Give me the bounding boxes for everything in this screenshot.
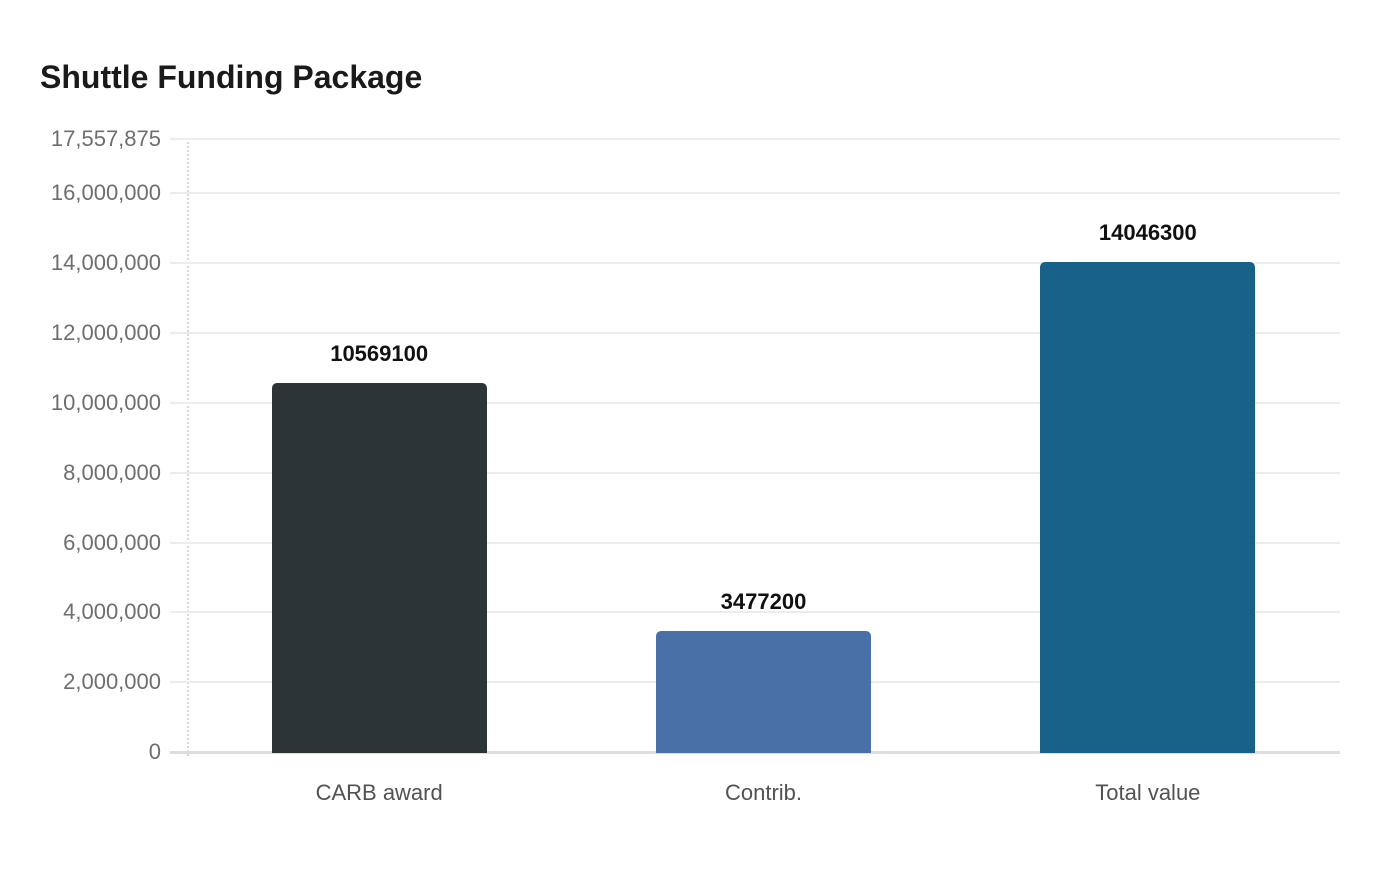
y-tick-label: 4,000,000	[63, 599, 161, 625]
x-category-label: CARB award	[315, 780, 443, 805]
gridline	[170, 192, 1340, 195]
bar-value-label: 3477200	[720, 588, 807, 614]
gridline	[170, 138, 1340, 140]
x-category-label: Total value	[1095, 780, 1201, 805]
gridline	[170, 541, 1340, 544]
y-tick-label: 10,000,000	[50, 389, 161, 415]
y-tick-label: 0	[148, 739, 161, 764]
y-tick-label: 6,000,000	[63, 529, 161, 555]
x-category-label: Contrib.	[724, 780, 803, 805]
bar-carb-award	[271, 382, 487, 753]
bar-value-label: 10569100	[330, 340, 429, 366]
y-tick-label: 14,000,000	[50, 250, 161, 276]
gridline	[170, 262, 1340, 265]
bar-value-label: 14046300	[1098, 219, 1197, 245]
y-tick-label: 12,000,000	[50, 320, 161, 346]
y-axis-line	[187, 138, 189, 756]
bar-total-value	[1040, 261, 1256, 753]
chart-title: Shuttle Funding Package	[40, 59, 423, 95]
gridline	[170, 332, 1340, 335]
gridline	[170, 401, 1340, 404]
gridline	[170, 611, 1340, 614]
y-tick-label: 17,557,875	[50, 126, 161, 151]
bar-contrib-	[656, 630, 871, 753]
gridline	[170, 471, 1340, 474]
y-tick-label: 2,000,000	[63, 669, 161, 695]
y-tick-label: 16,000,000	[50, 180, 161, 206]
y-tick-label: 8,000,000	[63, 459, 161, 485]
